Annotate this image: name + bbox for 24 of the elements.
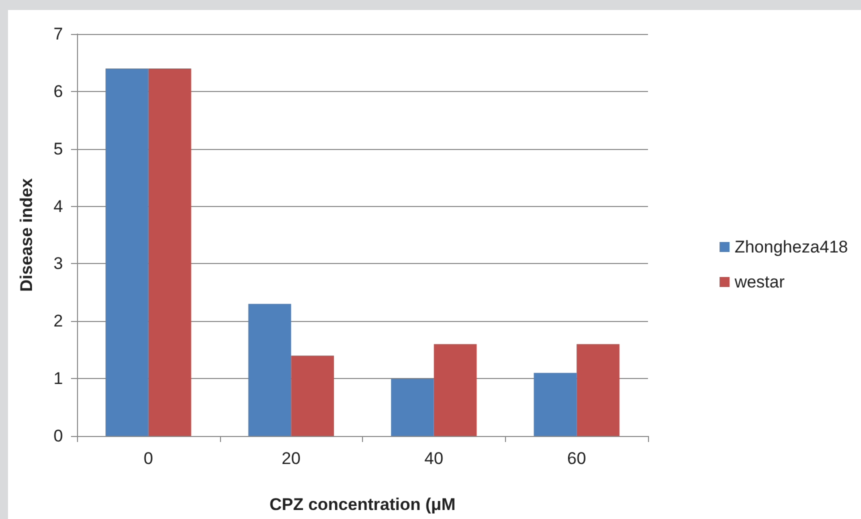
bar — [291, 356, 334, 436]
y-tick-label: 3 — [54, 254, 63, 274]
x-tick-label: 0 — [144, 449, 154, 468]
y-axis-title: Disease index — [17, 178, 36, 292]
y-tick-label: 4 — [54, 196, 63, 216]
bar — [248, 304, 292, 436]
bar — [148, 68, 192, 436]
x-axis-title: CPZ concentration (μM — [269, 495, 456, 514]
y-tick-label: 1 — [54, 369, 63, 388]
bar — [391, 378, 434, 436]
y-tick-label: 6 — [54, 82, 63, 101]
bar — [534, 372, 577, 436]
x-tick-label: 20 — [282, 449, 301, 468]
bar — [106, 68, 148, 436]
y-tick-label: 2 — [54, 312, 63, 331]
x-tick-label: 40 — [424, 449, 444, 468]
legend-label: Zhongheza418 — [734, 238, 848, 256]
bar — [434, 344, 477, 436]
bar — [576, 344, 620, 436]
legend-label: westar — [734, 272, 785, 292]
y-tick-label: 5 — [54, 139, 63, 158]
x-tick-label: 60 — [567, 449, 586, 468]
y-tick-label: 0 — [54, 426, 63, 446]
y-tick-label: 7 — [54, 24, 63, 44]
